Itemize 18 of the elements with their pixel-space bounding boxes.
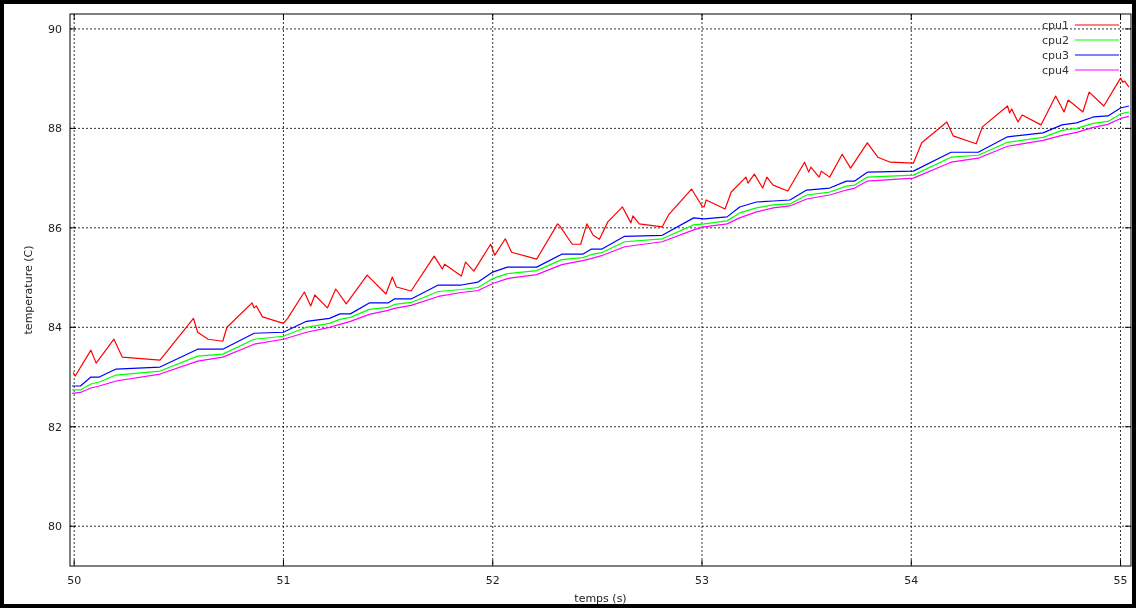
y-tick-label: 84	[48, 321, 62, 335]
x-tick-label: 54	[904, 574, 919, 587]
x-tick-label: 50	[67, 574, 82, 587]
legend-label: cpu1	[1041, 19, 1069, 32]
legend-label: cpu2	[1041, 34, 1069, 47]
legend-label: cpu3	[1041, 49, 1069, 62]
y-tick-label: 86	[48, 221, 62, 235]
x-tick-label: 55	[1113, 574, 1128, 587]
x-tick-label: 53	[695, 574, 709, 587]
y-tick-label: 88	[48, 122, 62, 136]
y-tick-label: 82	[48, 420, 62, 434]
x-tick-label: 52	[485, 574, 500, 587]
y-tick-label: 80	[48, 520, 62, 534]
x-tick-label: 51	[276, 574, 291, 587]
legend-label: cpu4	[1041, 64, 1069, 77]
y-axis-title: temperature (C)	[22, 245, 35, 335]
x-axis-title: temps (s)	[574, 592, 627, 605]
y-tick-label: 90	[48, 22, 62, 36]
